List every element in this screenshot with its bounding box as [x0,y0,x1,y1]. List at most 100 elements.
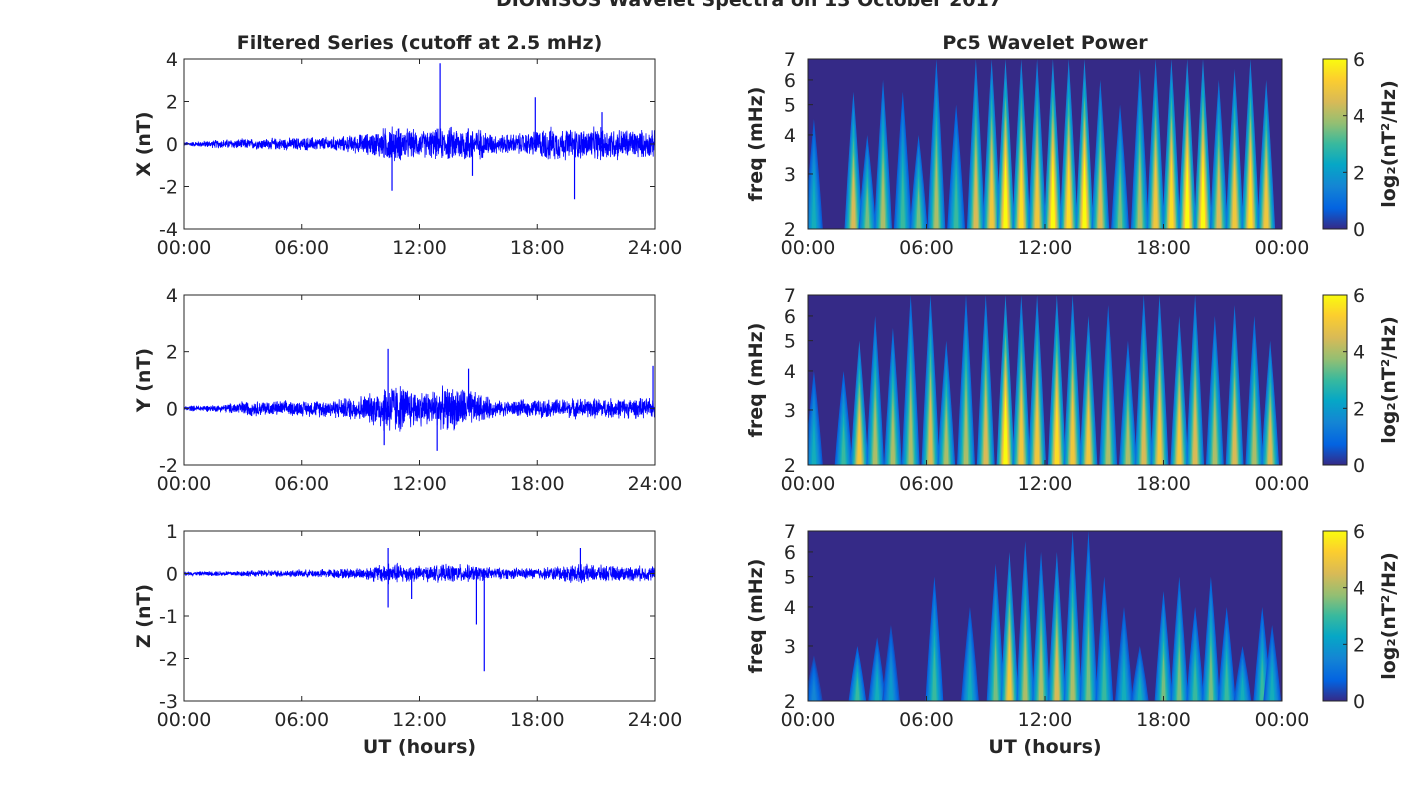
y-tick-label: 7 [784,285,796,307]
series-panel-y: -2 0 2 4 00:00 06:00 12:00 18:00 24:00 Y (nT) [133,285,682,495]
wavelet-burst [1184,152,1190,229]
colorbar-label: log₂(nT²/Hz) [1378,316,1400,444]
x-axis-label: UT (hours) [363,736,476,758]
wavelet-burst [857,409,862,465]
x-tick-label: 00:00 [157,473,212,495]
wavelet-burst [1038,633,1044,701]
x-tick-label: 18:00 [1136,237,1191,259]
y-tick-label: 5 [784,331,796,353]
wavelet-burst [874,672,880,701]
y-tick-label: 3 [784,164,796,186]
wavelet-burst [1082,152,1087,229]
wavelet-burst [1248,152,1253,229]
x-tick-label: 12:00 [1018,709,1073,731]
y-tick-label: 2 [784,691,796,713]
x-tick-label: 06:00 [274,237,329,259]
wavelet-burst [967,658,973,701]
colorbar-tick-label: 2 [1353,398,1365,420]
x-tick-label: 12:00 [1018,237,1073,259]
colorbar-tick-label: 0 [1353,691,1365,713]
wavelet-burst [1137,157,1143,229]
y-axis-label: Z (nT) [133,584,155,648]
y-tick-label: 4 [166,285,178,307]
x-tick-label: 12:00 [392,473,447,495]
wavelet-burst [1153,152,1158,229]
wavelet-burst [1267,409,1273,465]
wavelet-burst [963,388,969,465]
x-tick-label: 12:00 [392,237,447,259]
wavelet-burst [989,152,994,229]
wavelet-burst [1125,409,1131,465]
y-tick-label: 2 [166,342,178,364]
plot-area [184,531,655,701]
y-axis-label: freq (mHz) [745,559,767,674]
wavelet-burst [993,639,998,701]
y-tick-label: 3 [784,400,796,422]
wavelet-burst [1224,658,1229,701]
colorbar-tick-label: 2 [1353,162,1365,184]
wavelet-burst [908,388,913,465]
wavelet-burst [1019,152,1024,229]
figure-suptitle: DIONISOS Wavelet Spectra on 13 October 2… [496,0,1002,11]
y-tick-label: -2 [159,177,178,199]
wavelet-burst [1169,152,1174,229]
wavelet-burst [1003,152,1008,229]
x-tick-label: 00:00 [1255,473,1310,495]
y-tick-label: 4 [784,361,796,383]
wavelet-burst [888,666,894,701]
colorbar-tick-label: 4 [1353,106,1365,128]
y-tick-label: 6 [784,70,796,92]
wavelet-burst [1034,152,1040,229]
wavelet-burst [1086,397,1091,465]
x-tick-label: 00:00 [781,709,836,731]
wavelet-burst [1192,658,1198,701]
wavelet-burst [811,179,817,229]
y-tick-label: -4 [159,219,178,241]
wavelet-burst [1007,633,1012,701]
y-tick-label: 4 [784,125,796,147]
wavelet-burst [1086,624,1091,701]
wavelet-burst [1232,393,1237,465]
y-tick-label: 4 [784,597,796,619]
wavelet-burst [953,173,959,229]
colorbar-tick-label: 0 [1353,219,1365,241]
wavelet-burst [1054,633,1060,701]
wavelet-burst [855,676,860,701]
colorbar-tick-label: 4 [1353,342,1365,364]
wavelet-bursts [808,59,1276,229]
colorbar [1322,294,1348,466]
series-panel-x: -4 -2 0 2 4 00:00 06:00 12:00 18:00 24:00 X (nT) Fi… [133,32,682,259]
y-tick-label: 6 [784,542,796,564]
wavelet-burst [1050,152,1056,229]
x-tick-label: 00:00 [781,473,836,495]
wavelet-burst [841,422,846,465]
wavelet-burst [983,388,988,465]
x-tick-label: 24:00 [628,709,683,731]
y-tick-label: -1 [159,606,178,628]
wavelet-burst [811,680,817,701]
wavelet-burst [1121,658,1127,701]
colorbar-tick-label: 0 [1353,455,1365,477]
x-tick-label: 06:00 [899,709,954,731]
wavelet-burst [1161,651,1166,701]
colorbar-tick-label: 6 [1353,521,1365,543]
wavelet-burst [1054,388,1060,465]
x-tick-label: 24:00 [628,473,683,495]
x-tick-label: 00:00 [781,237,836,259]
x-tick-label: 06:00 [274,709,329,731]
wavelet-burst [1034,388,1040,465]
wavelet-burst [1066,152,1071,229]
wavelet-burst [1098,161,1103,229]
x-tick-label: 06:00 [274,473,329,495]
colorbar-tick-label: 6 [1353,285,1365,307]
colorbar-tick-label: 6 [1353,49,1365,71]
x-tick-label: 06:00 [899,473,954,495]
wavelet-burst [1157,388,1162,465]
y-axis-label: freq (mHz) [745,323,767,438]
y-tick-label: 5 [784,95,796,117]
y-tick-label: 0 [166,564,178,586]
x-axis-label: UT (hours) [988,736,1101,758]
y-tick-label: 2 [784,455,796,477]
